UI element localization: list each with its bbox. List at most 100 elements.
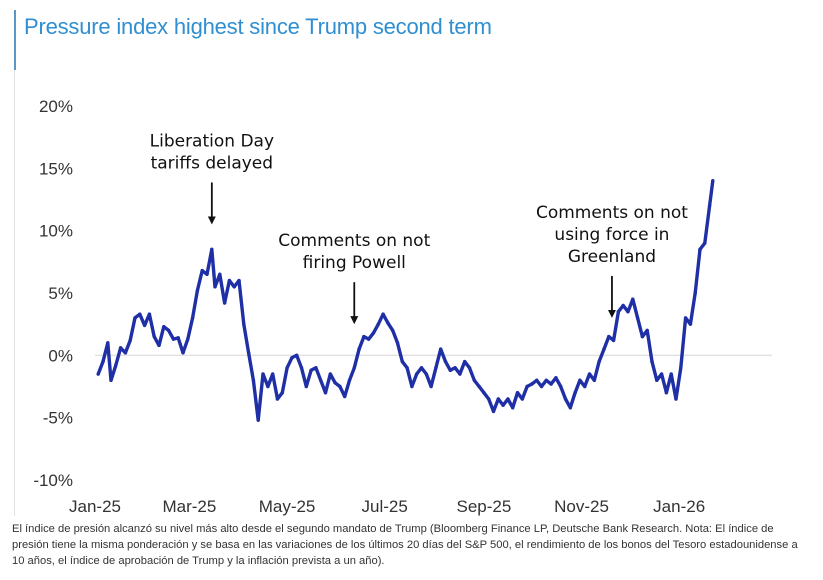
data-point — [659, 372, 664, 376]
data-point — [323, 391, 328, 395]
data-point — [539, 384, 544, 389]
x-tick-label: Jul-25 — [362, 497, 408, 516]
data-point — [711, 179, 715, 183]
data-point — [544, 378, 549, 382]
data-point — [357, 347, 361, 351]
y-tick-label: 5% — [48, 284, 73, 303]
data-point — [429, 384, 433, 389]
data-point — [434, 366, 438, 370]
data-point — [106, 341, 110, 345]
data-point — [152, 334, 156, 339]
data-point — [458, 372, 462, 376]
x-tick-label: Sep-25 — [457, 497, 512, 516]
data-point — [611, 338, 616, 343]
data-point — [650, 359, 654, 364]
annotation-text: tariffs delayed — [151, 153, 273, 173]
data-point — [674, 397, 678, 401]
data-point — [342, 394, 347, 399]
x-tick-label: Nov-25 — [554, 497, 609, 516]
data-point — [118, 346, 123, 350]
data-point — [109, 378, 113, 382]
annotation-text: Comments on not — [278, 231, 430, 251]
y-tick-label: 0% — [48, 346, 73, 365]
data-point — [176, 336, 180, 340]
x-tick-label: May-25 — [259, 497, 316, 516]
title-accent-bar — [14, 10, 16, 70]
data-point — [299, 366, 304, 370]
data-point — [554, 376, 558, 380]
data-point — [448, 368, 453, 372]
data-point — [376, 322, 380, 326]
data-point — [664, 391, 669, 395]
y-tick-label: -5% — [43, 409, 73, 428]
data-point — [114, 363, 118, 368]
data-point — [328, 372, 332, 376]
data-point — [414, 372, 419, 376]
data-point — [530, 382, 534, 386]
data-point — [181, 351, 185, 355]
data-point — [232, 285, 236, 289]
data-point — [621, 303, 625, 308]
data-point — [210, 247, 214, 252]
data-point — [213, 285, 217, 289]
data-point — [525, 384, 529, 389]
data-point — [616, 310, 621, 314]
data-point — [679, 366, 683, 370]
data-point — [381, 312, 385, 316]
data-point — [453, 366, 457, 370]
series-layer — [96, 179, 715, 422]
data-point — [515, 391, 520, 395]
data-point — [362, 334, 366, 339]
data-point — [162, 324, 166, 329]
data-point — [410, 384, 414, 389]
data-point — [683, 316, 688, 320]
data-point — [395, 341, 400, 345]
annotation-text: Comments on not — [536, 203, 688, 223]
data-point — [535, 378, 539, 382]
data-point — [128, 338, 132, 343]
data-point — [487, 397, 491, 401]
series-line-0 — [96, 179, 715, 422]
data-point — [314, 366, 318, 370]
data-point — [443, 359, 448, 364]
data-point — [597, 359, 601, 364]
data-point — [347, 378, 352, 382]
data-point — [270, 372, 275, 376]
data-point — [275, 397, 280, 401]
annotation-text: using force in — [554, 225, 669, 245]
data-point — [693, 291, 697, 295]
data-point — [477, 384, 481, 389]
data-point — [607, 334, 611, 339]
data-point — [578, 378, 582, 382]
data-point — [520, 397, 525, 401]
data-point — [511, 405, 515, 410]
data-point — [157, 343, 161, 348]
data-point — [171, 337, 176, 341]
data-point — [256, 418, 260, 422]
y-tick-label: 15% — [39, 159, 73, 178]
annotation-text: Liberation Day — [150, 131, 274, 151]
x-tick-label: Jan-25 — [69, 497, 121, 516]
data-point — [101, 359, 105, 364]
data-point — [205, 272, 209, 276]
data-point — [251, 378, 256, 382]
data-point — [290, 356, 294, 360]
data-point — [568, 405, 573, 410]
data-point — [352, 366, 356, 370]
data-point — [703, 241, 707, 245]
data-point — [688, 322, 693, 326]
data-point — [309, 368, 313, 372]
data-point — [405, 366, 409, 370]
data-point — [626, 310, 630, 314]
data-point — [285, 366, 289, 370]
data-point — [371, 331, 376, 335]
data-point — [707, 204, 712, 208]
data-point — [195, 288, 200, 293]
data-point — [559, 384, 563, 389]
data-point — [631, 297, 635, 301]
data-point — [261, 372, 265, 376]
data-point — [472, 378, 477, 382]
data-point — [573, 391, 577, 395]
chart-left-rule — [14, 70, 15, 516]
data-point — [645, 328, 649, 333]
